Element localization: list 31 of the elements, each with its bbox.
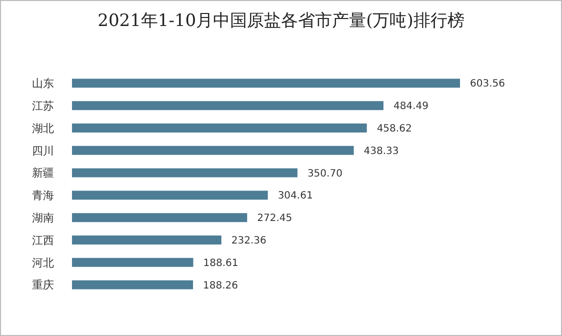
bar — [72, 236, 222, 244]
data-label: 350.70 — [307, 168, 342, 180]
bar — [72, 258, 194, 267]
data-label: 188.61 — [203, 258, 238, 269]
data-label: 188.26 — [203, 280, 238, 292]
y-tick-label: 重庆 — [32, 278, 54, 292]
y-tick-label: 四川 — [32, 144, 54, 158]
data-label: 484.49 — [393, 101, 428, 112]
y-tick-label: 湖北 — [32, 122, 54, 135]
y-tick-label: 湖南 — [32, 211, 54, 224]
bar — [72, 78, 460, 88]
y-tick-label: 河北 — [32, 256, 54, 270]
y-tick-label: 青海 — [32, 189, 54, 202]
y-tick-label: 江苏 — [32, 99, 54, 112]
bar — [72, 168, 298, 178]
bar — [72, 190, 268, 200]
data-label: 272.45 — [257, 213, 292, 224]
y-tick-label: 山东 — [32, 77, 54, 90]
chart-title: 2021年1-10月中国原盐各省市产量(万吨)排行榜 — [98, 11, 464, 31]
y-tick-label: 江西 — [32, 234, 54, 247]
bar — [72, 101, 384, 110]
bar — [72, 280, 194, 290]
data-label: 304.61 — [278, 190, 313, 202]
y-tick-label: 新疆 — [32, 166, 54, 180]
data-label: 458.62 — [376, 124, 412, 134]
bar — [72, 213, 248, 222]
bar — [72, 124, 367, 132]
data-label: 438.33 — [364, 146, 399, 157]
bar — [72, 146, 354, 155]
data-label: 603.56 — [470, 78, 505, 90]
data-label: 232.36 — [231, 236, 266, 246]
